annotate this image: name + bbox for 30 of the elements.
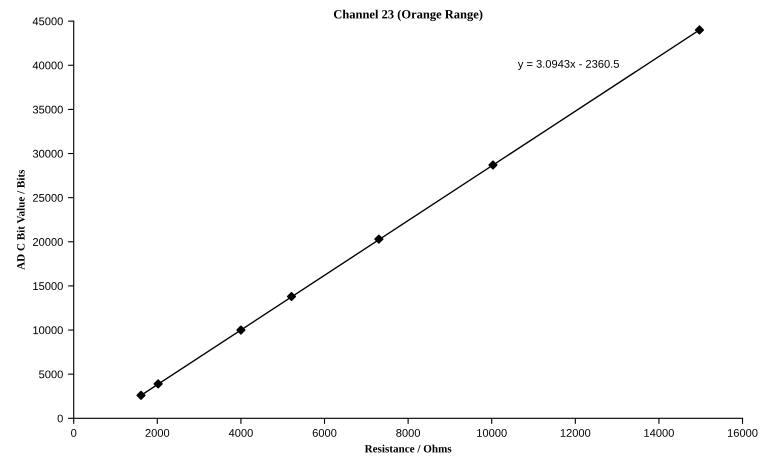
x-tick-label: 4000 (228, 429, 253, 437)
y-tick-label: 15000 (33, 282, 63, 290)
y-tick-label: 30000 (32, 150, 63, 158)
y-tick-label: 10000 (33, 326, 63, 334)
x-tick-label: 10000 (477, 429, 507, 437)
x-tick-label: 2000 (146, 429, 170, 437)
y-tick-label: 25000 (32, 194, 63, 202)
x-tick-label: 14000 (644, 429, 674, 437)
x-tick-label: 6000 (312, 429, 336, 437)
y-tick-label: 40000 (32, 62, 63, 70)
y-tick-label: 35000 (32, 106, 63, 114)
point (488, 160, 498, 170)
x-tick-label: 16000 (728, 429, 758, 437)
annotation: y = 3.0943x - 2360.5 (518, 60, 619, 70)
x-tick-label: 0 (71, 429, 76, 437)
y-axis-title: AD C Bit Value / Bits (16, 170, 25, 270)
point (154, 379, 163, 389)
y-tick-label: 5000 (39, 370, 63, 378)
point (374, 234, 384, 244)
y-tick-label: 20000 (32, 238, 63, 246)
x-tick-label: 8000 (396, 429, 420, 437)
x-axis-title: Resistance / Ohms (364, 444, 452, 452)
point (136, 390, 146, 400)
y-tick-label: 45000 (32, 17, 63, 26)
x-tick-label: 12000 (560, 429, 590, 437)
y-tick-label: 0 (58, 414, 63, 422)
point (236, 325, 246, 335)
point (286, 292, 296, 302)
chart-title: Channel 23 (Orange Range) (334, 10, 482, 22)
point (694, 25, 704, 35)
